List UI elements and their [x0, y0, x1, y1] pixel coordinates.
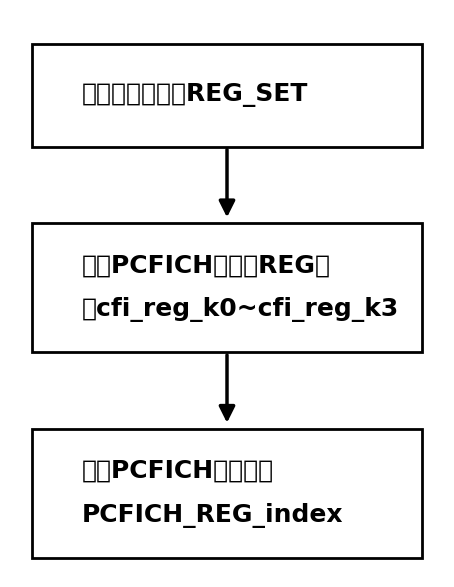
Text: 读取资源映射表REG_SET: 读取资源映射表REG_SET	[82, 83, 308, 107]
Text: 计算PCFICH的四个REG编: 计算PCFICH的四个REG编	[82, 254, 331, 278]
Text: 获取PCFICH资源索引: 获取PCFICH资源索引	[82, 459, 274, 483]
FancyBboxPatch shape	[32, 44, 422, 147]
Text: PCFICH_REG_index: PCFICH_REG_index	[82, 502, 343, 528]
Text: 号cfi_reg_k0~cfi_reg_k3: 号cfi_reg_k0~cfi_reg_k3	[82, 297, 399, 322]
FancyBboxPatch shape	[32, 223, 422, 352]
FancyBboxPatch shape	[32, 429, 422, 558]
